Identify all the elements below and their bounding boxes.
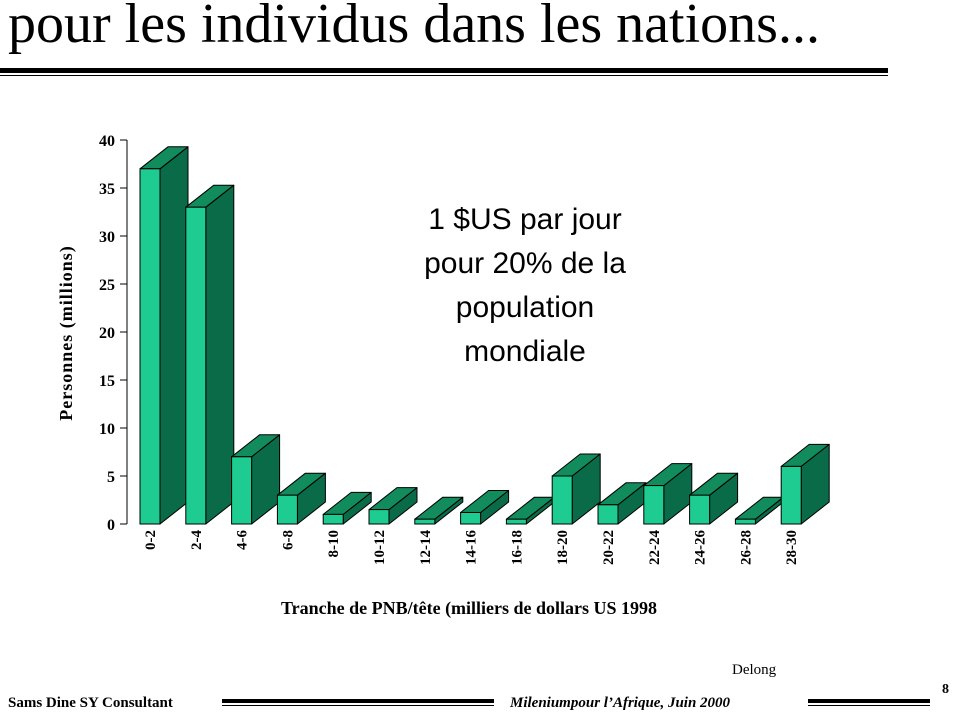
bar-18-20 [551, 453, 601, 525]
x-tick-label: 12-14 [418, 530, 434, 565]
x-tick-label: 8-10 [326, 530, 342, 558]
bars [139, 146, 830, 525]
y-axis: 0 5 10 15 20 25 30 35 40 [99, 133, 128, 534]
y-tick-label: 10 [99, 421, 115, 438]
bar-0-2 [139, 146, 189, 525]
footer-rule-right [808, 699, 930, 703]
bar-22-24 [643, 463, 693, 525]
bar-front [460, 511, 482, 525]
x-tick-label: 4-6 [235, 530, 251, 550]
page-title: pour les individus dans les nations... [8, 0, 820, 55]
bar-front [505, 518, 527, 525]
annotation-line: population [455, 291, 595, 324]
x-tick-label: 6-8 [280, 530, 296, 550]
footer-rule-left [222, 699, 494, 703]
bar-8-10 [322, 491, 372, 525]
y-axis-label: Personnes (millions) [56, 245, 77, 421]
bar-front [597, 504, 619, 525]
y-tick-label: 5 [107, 469, 115, 486]
y-tick-label: 25 [99, 277, 115, 294]
x-tick-label: 10-12 [372, 530, 388, 565]
x-tick-label: 28-30 [784, 530, 800, 565]
page-number: 8 [942, 682, 949, 697]
y-tick-label: 15 [99, 373, 115, 390]
footer-rule-right-thin [808, 705, 930, 706]
y-tick-label: 40 [99, 133, 115, 150]
bar-2-4 [185, 184, 235, 525]
bar-front [139, 168, 161, 525]
bar-16-18 [505, 496, 555, 525]
footer-event: Mileniumpour l’Afrique, Juin 2000 [510, 695, 731, 711]
x-tick-label: 0-2 [143, 530, 159, 550]
bar-front [551, 475, 573, 525]
bar-side [205, 184, 235, 525]
annotation-line: mondiale [464, 335, 586, 368]
y-tick-label: 35 [99, 181, 115, 198]
bar-14-16 [460, 489, 510, 525]
chart-annotation: 1 $US par jour pour 20% de la population… [380, 198, 670, 374]
x-tick-label: 26-28 [738, 530, 754, 565]
bar-side [159, 146, 189, 525]
footer-author: Sams Dine SY Consultant [8, 695, 173, 711]
title-rule-thin [0, 75, 888, 76]
bar-front [689, 494, 711, 525]
x-tick-label: 22-24 [647, 530, 663, 565]
x-axis-ticks: 0-2 2-4 4-6 6-8 8-10 10-12 12-14 14-16 16-18 18-2… [143, 530, 800, 565]
x-tick-label: 24-26 [693, 530, 709, 565]
x-tick-label: 2-4 [189, 530, 205, 550]
x-axis-label: Tranche de PNB/tête (milliers de dollars… [281, 598, 657, 619]
bar-front [322, 513, 344, 525]
x-tick-label: 14-16 [464, 530, 480, 565]
bar-front [734, 518, 756, 525]
y-tick-label: 20 [99, 325, 115, 342]
bar-4-6 [231, 434, 281, 525]
bar-front [185, 206, 207, 525]
x-tick-label: 16-18 [509, 530, 525, 565]
x-tick-label: 18-20 [555, 530, 571, 565]
y-tick-label: 30 [99, 229, 115, 246]
bar-26-28 [734, 496, 784, 525]
bar-12-14 [414, 496, 464, 525]
x-tick-label: 20-22 [601, 530, 617, 565]
bar-front [368, 509, 390, 525]
annotation-line: pour 20% de la [424, 247, 626, 280]
bar-10-12 [368, 487, 418, 525]
bar-28-30 [780, 443, 830, 525]
bar-24-26 [689, 472, 739, 525]
y-tick-label: 0 [107, 517, 115, 534]
bar-6-8 [276, 472, 326, 525]
bar-front [643, 485, 665, 525]
title-rule-thick [0, 68, 888, 73]
bar-front [231, 456, 253, 525]
bar-front [780, 465, 802, 525]
source-credit: Delong [732, 662, 777, 678]
footer-rule-left-thin [222, 705, 494, 706]
annotation-line: 1 $US par jour [428, 203, 622, 236]
bar-20-22 [597, 482, 647, 525]
bar-front [276, 494, 298, 525]
bar-front [414, 518, 436, 525]
